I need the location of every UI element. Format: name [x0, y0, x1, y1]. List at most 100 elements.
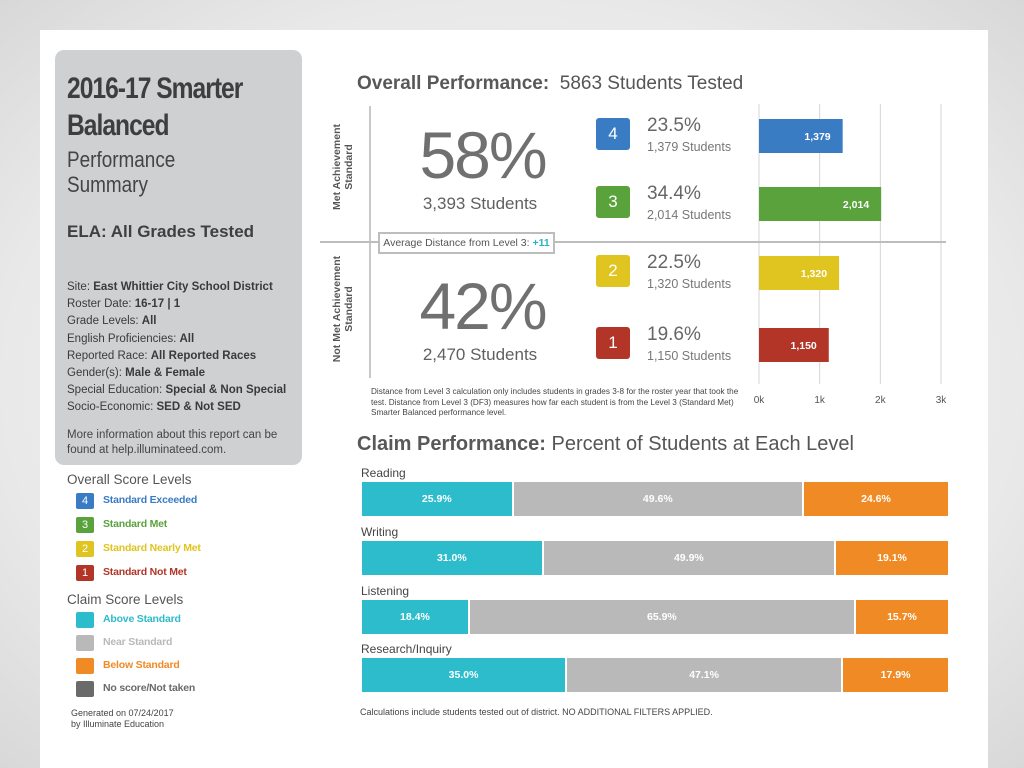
- filter-value: Male & Female: [125, 367, 206, 380]
- claim-segment: 19.1%: [836, 541, 948, 575]
- generated-date: Generated on 07/24/2017: [71, 708, 174, 718]
- claim-segment: 35.0%: [362, 658, 568, 692]
- more-info-text: More information about this report can b…: [67, 429, 278, 456]
- level-percent: 23.5%: [647, 115, 701, 136]
- legend-label: Standard Not Met: [103, 566, 187, 578]
- claim-category-label: Writing: [361, 525, 399, 539]
- claim-heading-bold: Claim Performance:: [357, 433, 546, 455]
- level-percent: 19.6%: [647, 324, 701, 345]
- overall-bar: [759, 119, 843, 153]
- claim-swatch: [76, 658, 94, 674]
- overall-bar-chart: 0k 1k 2k 3k 1,379 2,014 1,320 1,150: [320, 104, 948, 406]
- filter-row: Site: East Whittier City School District: [67, 279, 299, 296]
- filter-label: English Proficiencies:: [67, 332, 180, 345]
- summary-panel: [55, 50, 302, 465]
- filter-row: Grade Levels: All: [67, 313, 299, 330]
- title-line-1: 2016-17 Smarter: [67, 72, 243, 105]
- claim-note: Calculations include students tested out…: [360, 707, 713, 717]
- filter-value: All Reported Races: [150, 349, 257, 362]
- average-distance-box: Average Distance from Level 3: +11: [378, 232, 555, 254]
- filter-list: Site: East Whittier City School District…: [67, 279, 299, 417]
- claim-segment: 17.9%: [843, 658, 948, 692]
- claim-segment: 47.1%: [567, 658, 844, 692]
- overall-bar: [759, 187, 882, 221]
- claim-heading-rest: Percent of Students at Each Level: [551, 433, 854, 455]
- claim-segment: 15.7%: [855, 600, 948, 634]
- subtitle-line-2: Summary: [67, 172, 148, 197]
- average-distance-label: Average Distance from Level 3:: [383, 237, 530, 249]
- filter-row: Special Education: Special & Non Special: [67, 382, 299, 399]
- claim-heading: Claim Performance: Percent of Students a…: [357, 433, 854, 456]
- not-met-students: 2,470 Students: [422, 345, 538, 364]
- level-badge: 2: [596, 255, 630, 287]
- legend-label: Near Standard: [103, 636, 173, 648]
- filter-label: Site:: [67, 281, 94, 293]
- filter-value: SED & Not SED: [156, 401, 241, 414]
- claim-stacked-bar: 31.0% 49.9% 19.1%: [362, 541, 948, 575]
- x-tick-label: 0k: [754, 395, 766, 406]
- filter-value: East Whittier City School District: [93, 281, 273, 293]
- claim-segment: 24.6%: [803, 482, 948, 516]
- overall-legend-title: Overall Score Levels: [67, 472, 192, 487]
- overall-bar: [759, 256, 840, 290]
- level-percent: 34.4%: [647, 183, 701, 204]
- x-tick-label: 2k: [875, 395, 887, 406]
- claim-segment: 49.6%: [513, 482, 804, 516]
- level-percent: 22.5%: [647, 252, 701, 273]
- legend-label: Standard Met: [103, 518, 168, 530]
- level-swatch: 4: [76, 493, 94, 509]
- legend-label: Below Standard: [103, 659, 180, 671]
- overall-heading: Overall Performance: 5863 Students Teste…: [357, 73, 743, 95]
- bar-value-label: 2,014: [843, 199, 869, 211]
- claim-category-label: Listening: [361, 584, 410, 598]
- filter-label: Special Education:: [67, 384, 166, 397]
- claim-segment: 49.9%: [543, 541, 837, 575]
- x-tick-label: 1k: [814, 395, 826, 406]
- bar-value-label: 1,379: [804, 131, 830, 143]
- report-title: 2016-17 Smarter Balanced: [67, 70, 297, 144]
- claim-swatch: [76, 681, 94, 697]
- legend-label: Above Standard: [103, 613, 181, 625]
- filter-value: 16-17 | 1: [134, 298, 181, 311]
- claim-stacked-bar: 18.4% 65.9% 15.7%: [362, 600, 948, 634]
- claim-segment: 18.4%: [362, 600, 470, 634]
- claim-legend-title: Claim Score Levels: [67, 592, 184, 607]
- level-badge: 1: [596, 327, 630, 359]
- bar-value-label: 1,150: [790, 340, 816, 352]
- level-student-count: 1,150 Students: [647, 349, 732, 363]
- overall-bar: [759, 328, 829, 362]
- level-swatch: 2: [76, 541, 94, 557]
- filter-label: Roster Date:: [67, 298, 135, 311]
- claim-swatch: [76, 612, 94, 628]
- met-percent: 58%: [419, 118, 547, 192]
- claim-category-label: Reading: [361, 466, 406, 480]
- bar-value-label: 1,320: [801, 268, 827, 280]
- level-swatch: 1: [76, 565, 94, 581]
- filter-label: Grade Levels:: [67, 315, 142, 328]
- legend-label: Standard Nearly Met: [103, 542, 201, 554]
- not-met-percent: 42%: [419, 269, 547, 343]
- overall-heading-rest: 5863 Students Tested: [559, 73, 744, 94]
- generated-note: Generated on 07/24/2017 by Illuminate Ed…: [71, 708, 231, 730]
- claim-stacked-bar: 35.0% 47.1% 17.9%: [362, 658, 948, 692]
- distance-note: Distance from Level 3 calculation only i…: [371, 387, 739, 417]
- claim-swatch: [76, 635, 94, 651]
- level-student-count: 2,014 Students: [647, 208, 732, 222]
- subject-label: ELA: All Grades Tested: [67, 222, 255, 241]
- level-student-count: 1,379 Students: [647, 140, 732, 154]
- average-distance-value: +11: [532, 237, 550, 249]
- level-swatch: 3: [76, 517, 94, 533]
- report-subtitle: Performance Summary: [67, 147, 239, 197]
- claim-category-label: Research/Inquiry: [361, 642, 452, 656]
- x-tick-label: 3k: [936, 395, 948, 406]
- subtitle-line-1: Performance: [67, 147, 176, 172]
- level-student-count: 1,320 Students: [647, 277, 732, 291]
- legend-label: No score/Not taken: [103, 682, 196, 694]
- filter-row: Gender(s): Male & Female: [67, 365, 299, 382]
- filter-row: Reported Race: All Reported Races: [67, 348, 299, 365]
- legend-label: Standard Exceeded: [103, 494, 198, 506]
- claim-segment: 65.9%: [469, 600, 856, 634]
- filter-label: Reported Race:: [67, 349, 151, 362]
- generated-by: by Illuminate Education: [71, 719, 165, 729]
- filter-value: All: [179, 332, 195, 345]
